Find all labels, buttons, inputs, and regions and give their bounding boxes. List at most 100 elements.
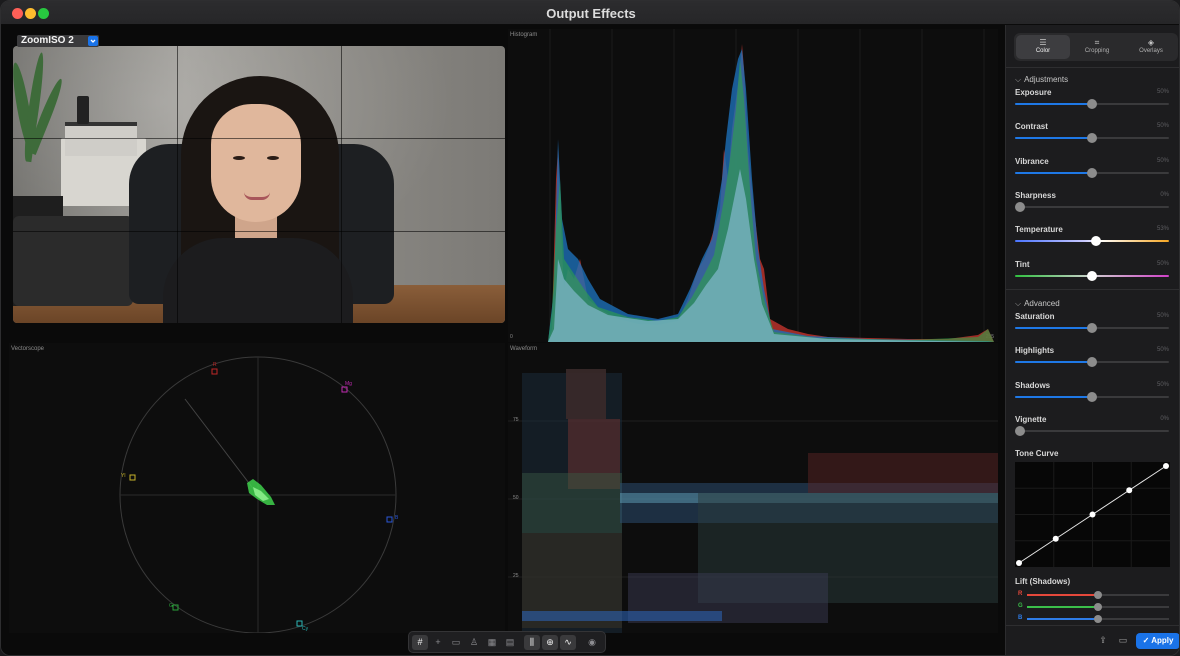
person-icon[interactable]: ♙ xyxy=(469,637,479,647)
tab-color[interactable]: ☰ Color xyxy=(1016,35,1070,59)
sofa xyxy=(13,216,133,306)
title-bar: Output Effects xyxy=(1,1,1179,25)
grid-line xyxy=(341,46,342,323)
vignette-value: 0% xyxy=(1160,415,1169,422)
contrast-slider-thumb[interactable] xyxy=(1087,133,1097,144)
divider xyxy=(1006,67,1179,68)
tone-curve-point[interactable] xyxy=(1089,511,1096,518)
sharpness-label: Sharpness xyxy=(1015,190,1056,200)
saturation-slider[interactable] xyxy=(1015,323,1169,333)
grid-icon[interactable]: # xyxy=(412,635,428,650)
histogram-icon[interactable]: ⫼ xyxy=(524,635,540,650)
saturation-slider-thumb[interactable] xyxy=(1087,323,1097,333)
exposure-slider-thumb[interactable] xyxy=(1087,99,1097,109)
crop-icon: ⌗ xyxy=(1094,38,1100,47)
histogram-label: Histogram xyxy=(510,32,538,38)
tone-curve-editor[interactable] xyxy=(1015,462,1170,567)
vectorscope-marker-yellow: Yl xyxy=(121,473,126,479)
lift-r-thumb[interactable] xyxy=(1094,591,1102,599)
lift-r-label: R xyxy=(1018,591,1023,597)
layers-icon: ◈ xyxy=(1147,38,1155,47)
lift-g-fill xyxy=(1027,606,1098,608)
sharpness-value: 0% xyxy=(1160,191,1169,198)
lift-r-slider[interactable] xyxy=(1027,591,1169,599)
temperature-slider-thumb[interactable] xyxy=(1091,236,1102,247)
waveform-icon[interactable]: ∿ xyxy=(560,635,576,650)
waveform-label: Waveform xyxy=(510,346,538,352)
highlights-slider-fill xyxy=(1015,361,1092,364)
vectorscope-label: Vectorscope xyxy=(11,346,45,352)
tab-overlays[interactable]: ◈ Overlays xyxy=(1124,35,1178,59)
vignette-slider-thumb[interactable] xyxy=(1015,425,1025,436)
lift-g-thumb[interactable] xyxy=(1094,603,1102,611)
tone-curve-point[interactable] xyxy=(1016,560,1022,566)
tone-curve-point[interactable] xyxy=(1052,535,1059,542)
temperature-slider[interactable] xyxy=(1015,236,1169,247)
waveform-panel: Waveform 75 50 25 xyxy=(508,343,998,633)
window-title: Output Effects xyxy=(546,6,636,21)
vibrance-slider-fill xyxy=(1015,171,1092,174)
tint-label: Tint xyxy=(1015,259,1030,269)
vectorscope-graph xyxy=(119,356,397,633)
vectorscope-marker-cyan: Cy xyxy=(302,626,309,632)
apply-button[interactable]: ✓ Apply xyxy=(1136,633,1179,649)
tone-curve-point[interactable] xyxy=(1126,487,1133,494)
highlights-slider[interactable] xyxy=(1015,357,1169,368)
shadows-value: 50% xyxy=(1156,381,1169,388)
tab-color-label: Color xyxy=(1035,48,1051,54)
saturation-value: 50% xyxy=(1156,313,1169,319)
vectorscope-marker-green: G xyxy=(169,603,173,609)
adjustments-section-header[interactable]: ⌵ Adjustments xyxy=(1015,75,1069,84)
contrast-label: Contrast xyxy=(1015,122,1048,132)
shadows-label: Shadows xyxy=(1015,380,1051,390)
eye-icon[interactable]: ◉ xyxy=(588,637,596,647)
lift-b-thumb[interactable] xyxy=(1094,615,1102,623)
shadows-slider[interactable] xyxy=(1015,391,1169,402)
vectorscope-icon[interactable]: ⊕ xyxy=(542,635,558,650)
preview-area: ZoomISO 2 Histogram 0 255 xyxy=(1,25,1005,655)
tint-slider-thumb[interactable] xyxy=(1087,270,1097,281)
lift-g-slider[interactable] xyxy=(1027,603,1169,611)
highlights-slider-thumb[interactable] xyxy=(1087,357,1097,368)
saturation-label: Saturation xyxy=(1015,312,1055,321)
contrast-slider[interactable] xyxy=(1015,133,1169,144)
vectorscope-marker-magenta: Mg xyxy=(345,381,352,387)
folder-icon[interactable]: ▭ xyxy=(1118,635,1128,645)
shadows-slider-thumb[interactable] xyxy=(1087,391,1097,402)
contrast-value: 50% xyxy=(1156,123,1169,130)
export-icon[interactable]: ⇪ xyxy=(1099,635,1107,645)
plus-icon[interactable]: + xyxy=(435,637,441,647)
tone-curve-point[interactable] xyxy=(1163,463,1169,469)
grid-line xyxy=(177,46,178,323)
display-icon[interactable]: ▦ xyxy=(487,637,497,647)
camera-select[interactable]: ZoomISO 2 xyxy=(17,35,99,47)
exposure-slider[interactable] xyxy=(1015,99,1169,109)
frame-icon[interactable]: ▭ xyxy=(451,637,461,647)
grid-line xyxy=(13,138,505,139)
tab-cropping[interactable]: ⌗ Cropping xyxy=(1070,35,1124,59)
sharpness-slider[interactable] xyxy=(1015,201,1169,212)
shadows-slider-fill xyxy=(1015,395,1092,398)
vectorscope-marker-red: R xyxy=(213,362,217,368)
temperature-label: Temperature xyxy=(1015,225,1063,235)
tint-slider[interactable] xyxy=(1015,270,1169,281)
vignette-label: Vignette xyxy=(1015,414,1047,424)
divider xyxy=(1006,625,1179,626)
effects-sidebar: ☰ Color ⌗ Cropping ◈ Overlays ⌵ Adjustmen… xyxy=(1005,25,1179,655)
vibrance-slider-thumb[interactable] xyxy=(1087,167,1097,178)
minimize-window-button[interactable] xyxy=(25,8,36,19)
lift-b-slider[interactable] xyxy=(1027,615,1169,623)
zoom-window-button[interactable] xyxy=(38,8,49,19)
camera-preview xyxy=(13,46,505,323)
caption-icon[interactable]: ▤ xyxy=(505,637,515,647)
exposure-value: 50% xyxy=(1156,89,1169,95)
lift-b-fill xyxy=(1027,618,1098,620)
lift-shadows-title: Lift (Shadows) xyxy=(1015,577,1071,586)
waveform-scale-75: 75 xyxy=(513,417,519,423)
vibrance-slider[interactable] xyxy=(1015,167,1169,178)
close-window-button[interactable] xyxy=(12,8,23,19)
lift-g-label: G xyxy=(1018,603,1023,609)
advanced-section-header[interactable]: ⌵ Advanced xyxy=(1015,299,1060,308)
vignette-slider[interactable] xyxy=(1015,425,1169,436)
sharpness-slider-thumb[interactable] xyxy=(1015,201,1025,212)
